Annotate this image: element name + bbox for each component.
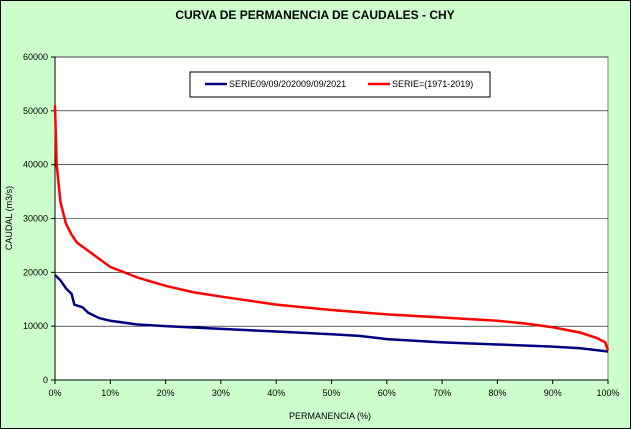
y-axis-label: CAUDAL (m3/s) — [4, 186, 14, 250]
y-tick-label: 0 — [43, 375, 48, 385]
chart-title: CURVA DE PERMANENCIA DE CAUDALES - CHY — [175, 8, 454, 22]
x-tick-label: 60% — [378, 388, 396, 398]
x-tick-label: 70% — [433, 388, 451, 398]
line-series — [53, 105, 610, 351]
x-axis-label: PERMANENCIA (%) — [289, 411, 371, 421]
y-tick-label: 20000 — [23, 267, 48, 277]
x-tick-label: 20% — [157, 388, 175, 398]
x-tick-label: 90% — [544, 388, 562, 398]
y-tick-label: 60000 — [23, 52, 48, 62]
y-tick-label: 30000 — [23, 214, 48, 224]
legend-box — [189, 71, 491, 98]
legend-label: SERIE=(1971-2019) — [392, 79, 473, 89]
x-tick-label: 40% — [267, 388, 285, 398]
x-tick-label: 100% — [596, 388, 619, 398]
x-tick-label: 10% — [101, 388, 119, 398]
legend: SERIE09/09/202009/09/2021 SERIE=(1971-201… — [189, 71, 491, 98]
y-tick-label: 50000 — [23, 106, 48, 116]
y-tick-label: 40000 — [23, 160, 48, 170]
x-tick-label: 0% — [48, 388, 61, 398]
y-tick-label: 10000 — [23, 321, 48, 331]
legend-label: SERIE09/09/202009/09/2021 — [229, 79, 346, 89]
x-tick-label: 80% — [488, 388, 506, 398]
line-series — [54, 274, 609, 353]
x-tick-label: 50% — [322, 388, 340, 398]
x-tick-label: 30% — [212, 388, 230, 398]
